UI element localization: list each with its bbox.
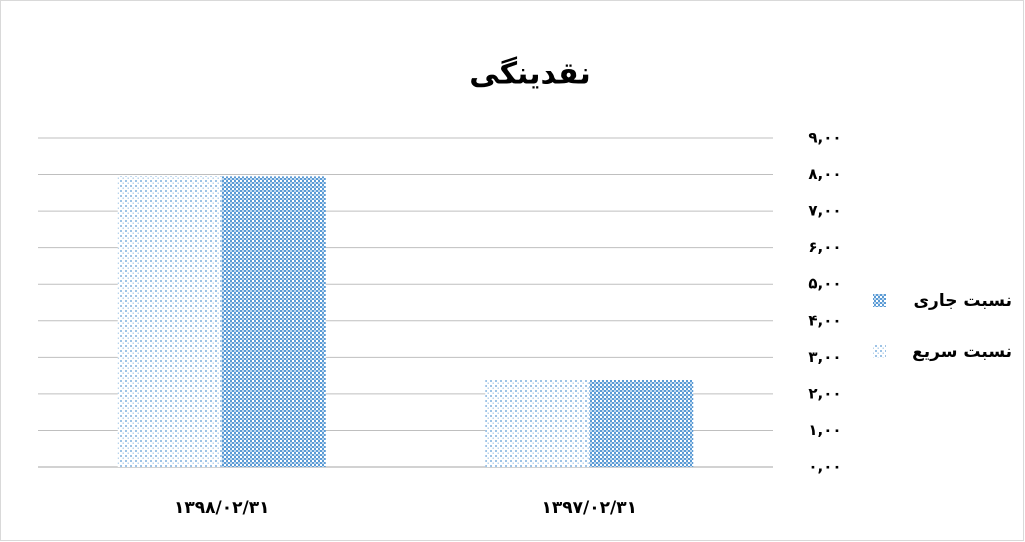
y-tick-label: ۴,۰۰ <box>808 311 841 329</box>
bar <box>589 379 694 467</box>
bar <box>221 176 326 467</box>
bar <box>485 379 590 467</box>
y-tick-label: ۱,۰۰ <box>808 421 841 439</box>
y-tick-label: ۲,۰۰ <box>808 384 841 402</box>
y-tick-label: ۹,۰۰ <box>808 129 841 147</box>
y-tick-label: ۵,۰۰ <box>808 275 841 293</box>
legend-label: نسبت جاری <box>913 291 1012 311</box>
chart-title: نقدینگی <box>469 56 591 92</box>
legend-label: نسبت سریع <box>912 342 1012 362</box>
x-tick-label: ۱۳۹۸/۰۲/۳۱ <box>174 498 269 518</box>
bar <box>117 176 222 467</box>
y-tick-label: ۷,۰۰ <box>808 202 841 220</box>
x-tick-label: ۱۳۹۷/۰۲/۳۱ <box>542 498 637 518</box>
y-tick-label: ۸,۰۰ <box>808 165 841 183</box>
y-tick-label: ۳,۰۰ <box>808 348 841 366</box>
y-tick-label: ۶,۰۰ <box>808 238 841 256</box>
y-tick-label: ۰,۰۰ <box>808 458 841 476</box>
legend-swatch <box>873 294 886 307</box>
legend-swatch <box>873 345 886 358</box>
